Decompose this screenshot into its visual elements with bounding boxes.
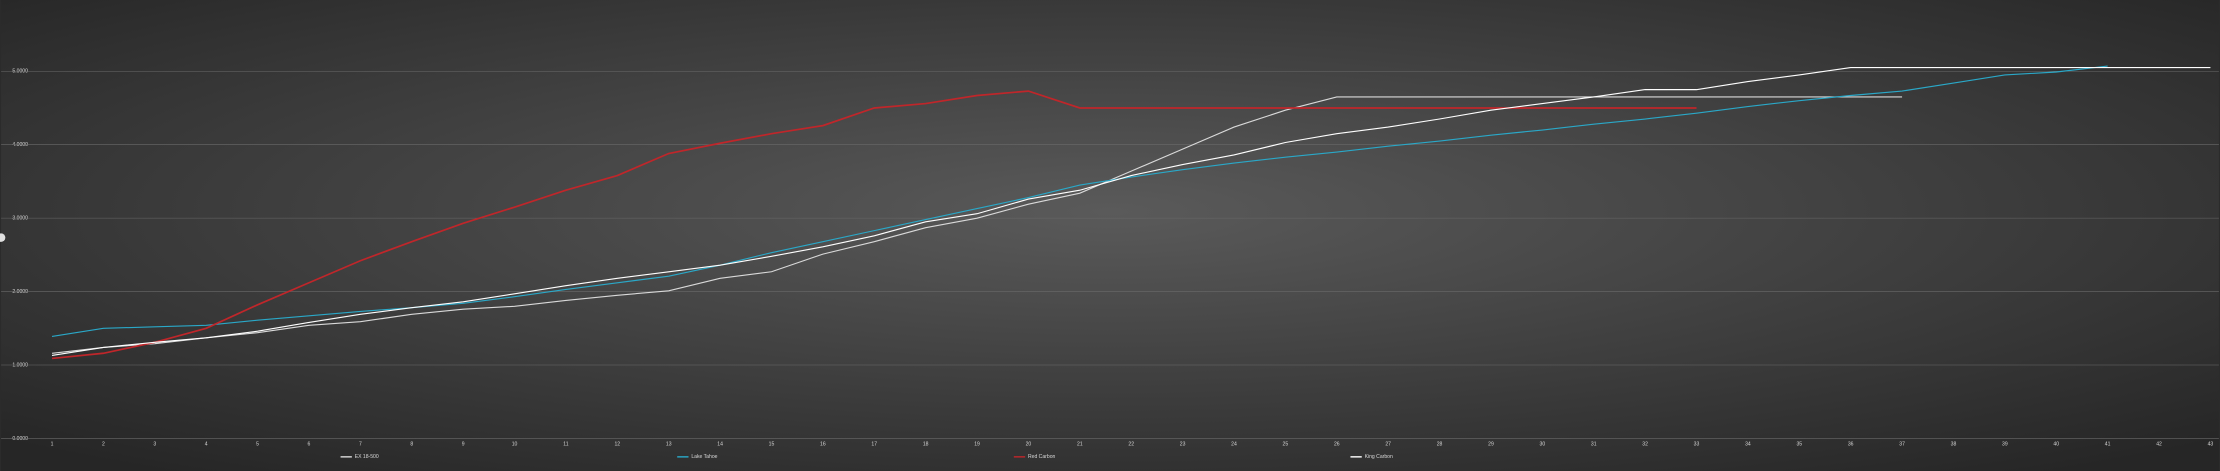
x-tick-label: 24 (1231, 441, 1237, 447)
y-tick-label: 3.0000 (12, 215, 28, 221)
x-tick-label: 21 (1077, 441, 1083, 447)
series-line (51, 90, 1697, 360)
x-tick-label: 25 (1283, 441, 1289, 447)
x-tick-label: 32 (1642, 441, 1648, 447)
x-tick-label: 35 (1796, 441, 1802, 447)
legend-label: King Carbon (1365, 454, 1393, 460)
x-tick-label: 2 (102, 441, 105, 447)
x-tick-label: 5 (256, 441, 259, 447)
x-tick-label: 16 (820, 441, 826, 447)
x-tick-label: 33 (1694, 441, 1700, 447)
y-tick-label: 4.0000 (12, 142, 28, 148)
x-tick-label: 13 (666, 441, 672, 447)
x-tick-label: 14 (717, 441, 723, 447)
x-tick-label: 27 (1385, 441, 1391, 447)
legend-label: Lake Tahoe (691, 454, 717, 460)
x-tick-label: 3 (153, 441, 156, 447)
x-tick-label: 23 (1180, 441, 1186, 447)
x-tick-label: 42 (2156, 441, 2162, 447)
y-tick-label: 0.0000 (12, 436, 28, 442)
x-tick-label: 9 (462, 441, 465, 447)
x-tick-label: 17 (871, 441, 877, 447)
x-tick-label: 12 (614, 441, 620, 447)
x-tick-label: 6 (308, 441, 311, 447)
series-line (51, 65, 2108, 337)
x-tick-label: 38 (1951, 441, 1957, 447)
legend-label: Red Carbon (1028, 454, 1056, 460)
x-tick-label: 10 (512, 441, 518, 447)
x-tick-label: 11 (563, 441, 568, 447)
x-tick-label: 18 (923, 441, 929, 447)
x-tick-label: 1 (51, 441, 54, 447)
x-tick-label: 15 (769, 441, 775, 447)
x-tick-label: 31 (1591, 441, 1597, 447)
x-tick-label: 29 (1488, 441, 1494, 447)
x-tick-label: 26 (1334, 441, 1340, 447)
y-tick-label: 1.0000 (12, 362, 28, 368)
y-tick-label: 2.0000 (12, 289, 28, 295)
x-tick-label: 28 (1437, 441, 1443, 447)
x-tick-label: 19 (974, 441, 980, 447)
x-tick-label: 37 (1899, 441, 1905, 447)
x-tick-label: 41 (2105, 441, 2111, 447)
x-tick-label: 40 (2053, 441, 2059, 447)
x-tick-label: 4 (205, 441, 208, 447)
side-handle (0, 233, 6, 242)
x-tick-label: 43 (2208, 441, 2214, 447)
x-tick-label: 20 (1026, 441, 1032, 447)
x-tick-label: 30 (1540, 441, 1546, 447)
x-tick-label: 34 (1745, 441, 1751, 447)
x-tick-label: 7 (359, 441, 362, 447)
legend-label: EX 18-500 (355, 454, 379, 460)
y-tick-label: 5.0000 (12, 69, 28, 75)
series-line (51, 67, 2211, 357)
x-tick-label: 22 (1128, 441, 1134, 447)
x-tick-label: 36 (1848, 441, 1854, 447)
x-tick-label: 39 (2002, 441, 2008, 447)
x-tick-label: 8 (410, 441, 413, 447)
